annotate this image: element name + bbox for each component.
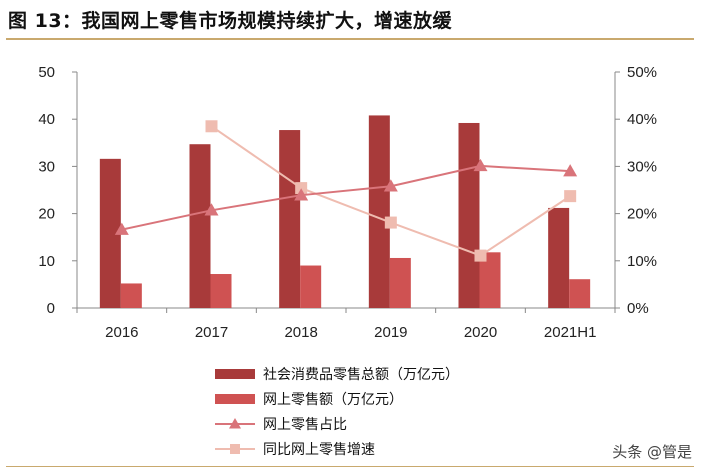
growth-rate-point — [205, 120, 218, 133]
right-tick-label: 30% — [627, 158, 657, 175]
online-share-point — [204, 203, 219, 216]
legend-swatch — [215, 394, 255, 404]
growth-rate-point — [474, 249, 487, 262]
right-tick-label: 10% — [627, 253, 657, 270]
chart-bars — [99, 115, 591, 308]
online-share-line — [121, 164, 571, 231]
growth-rate-point — [384, 216, 397, 229]
left-tick-label: 10 — [38, 253, 55, 270]
right-tick-label: 20% — [627, 206, 657, 223]
left-tick-label: 30 — [38, 158, 55, 175]
legend-label: 网上零售额（万亿元） — [263, 392, 403, 408]
left-tick-label: 0 — [47, 300, 55, 317]
total-retail-bar — [99, 158, 121, 308]
legend-label: 社会消费品零售总额（万亿元） — [263, 367, 459, 383]
total-retail-bar — [279, 130, 301, 308]
online-retail-bar — [569, 279, 591, 308]
total-retail-bar — [458, 122, 480, 308]
total-retail-bar — [189, 144, 211, 308]
online-retail-bar — [389, 257, 411, 308]
chart-lines — [114, 120, 578, 262]
total-retail-bar — [368, 115, 390, 308]
online-share-point — [563, 164, 578, 177]
footer-rule — [6, 466, 694, 467]
title-rule — [6, 38, 694, 40]
legend-label: 网上零售占比 — [263, 417, 347, 433]
right-tick-label: 0% — [627, 300, 649, 317]
x-tick-label: 2017 — [195, 324, 228, 341]
chart-axes: 0 10 20 30 40 50 0% 10% 20% 30% 40% 50% 2016 2017 2018… — [38, 64, 657, 341]
x-tick-label: 2018 — [284, 324, 317, 341]
online-share-point — [473, 158, 488, 172]
x-tick-label: 2019 — [374, 324, 407, 341]
online-share-point — [383, 179, 398, 192]
online-share-point — [114, 222, 129, 235]
growth-rate-point — [295, 182, 308, 195]
online-retail-bar — [300, 265, 322, 308]
total-retail-bar — [548, 207, 570, 308]
figure-title: 图 13：我国网上零售市场规模持续扩大，增速放缓 — [8, 10, 453, 32]
x-tick-label: 2020 — [464, 324, 497, 341]
right-tick-label: 50% — [627, 64, 657, 81]
left-tick-label: 50 — [38, 64, 55, 81]
online-retail-bar — [210, 274, 232, 308]
x-tick-label: 2016 — [105, 324, 138, 341]
online-retail-bar — [120, 283, 142, 308]
legend-swatch — [215, 369, 255, 379]
right-tick-label: 40% — [627, 111, 657, 128]
left-tick-label: 20 — [38, 206, 55, 223]
online-retail-bar — [479, 252, 501, 308]
legend-marker — [229, 418, 241, 429]
legend-marker — [230, 444, 240, 454]
watermark: 头条 @管是 — [612, 443, 692, 461]
legend-label: 同比网上零售增速 — [263, 442, 375, 458]
left-tick-label: 40 — [38, 111, 55, 128]
x-tick-label: 2021H1 — [544, 324, 597, 341]
growth-rate-point — [564, 190, 577, 203]
online-share-point — [294, 188, 309, 201]
